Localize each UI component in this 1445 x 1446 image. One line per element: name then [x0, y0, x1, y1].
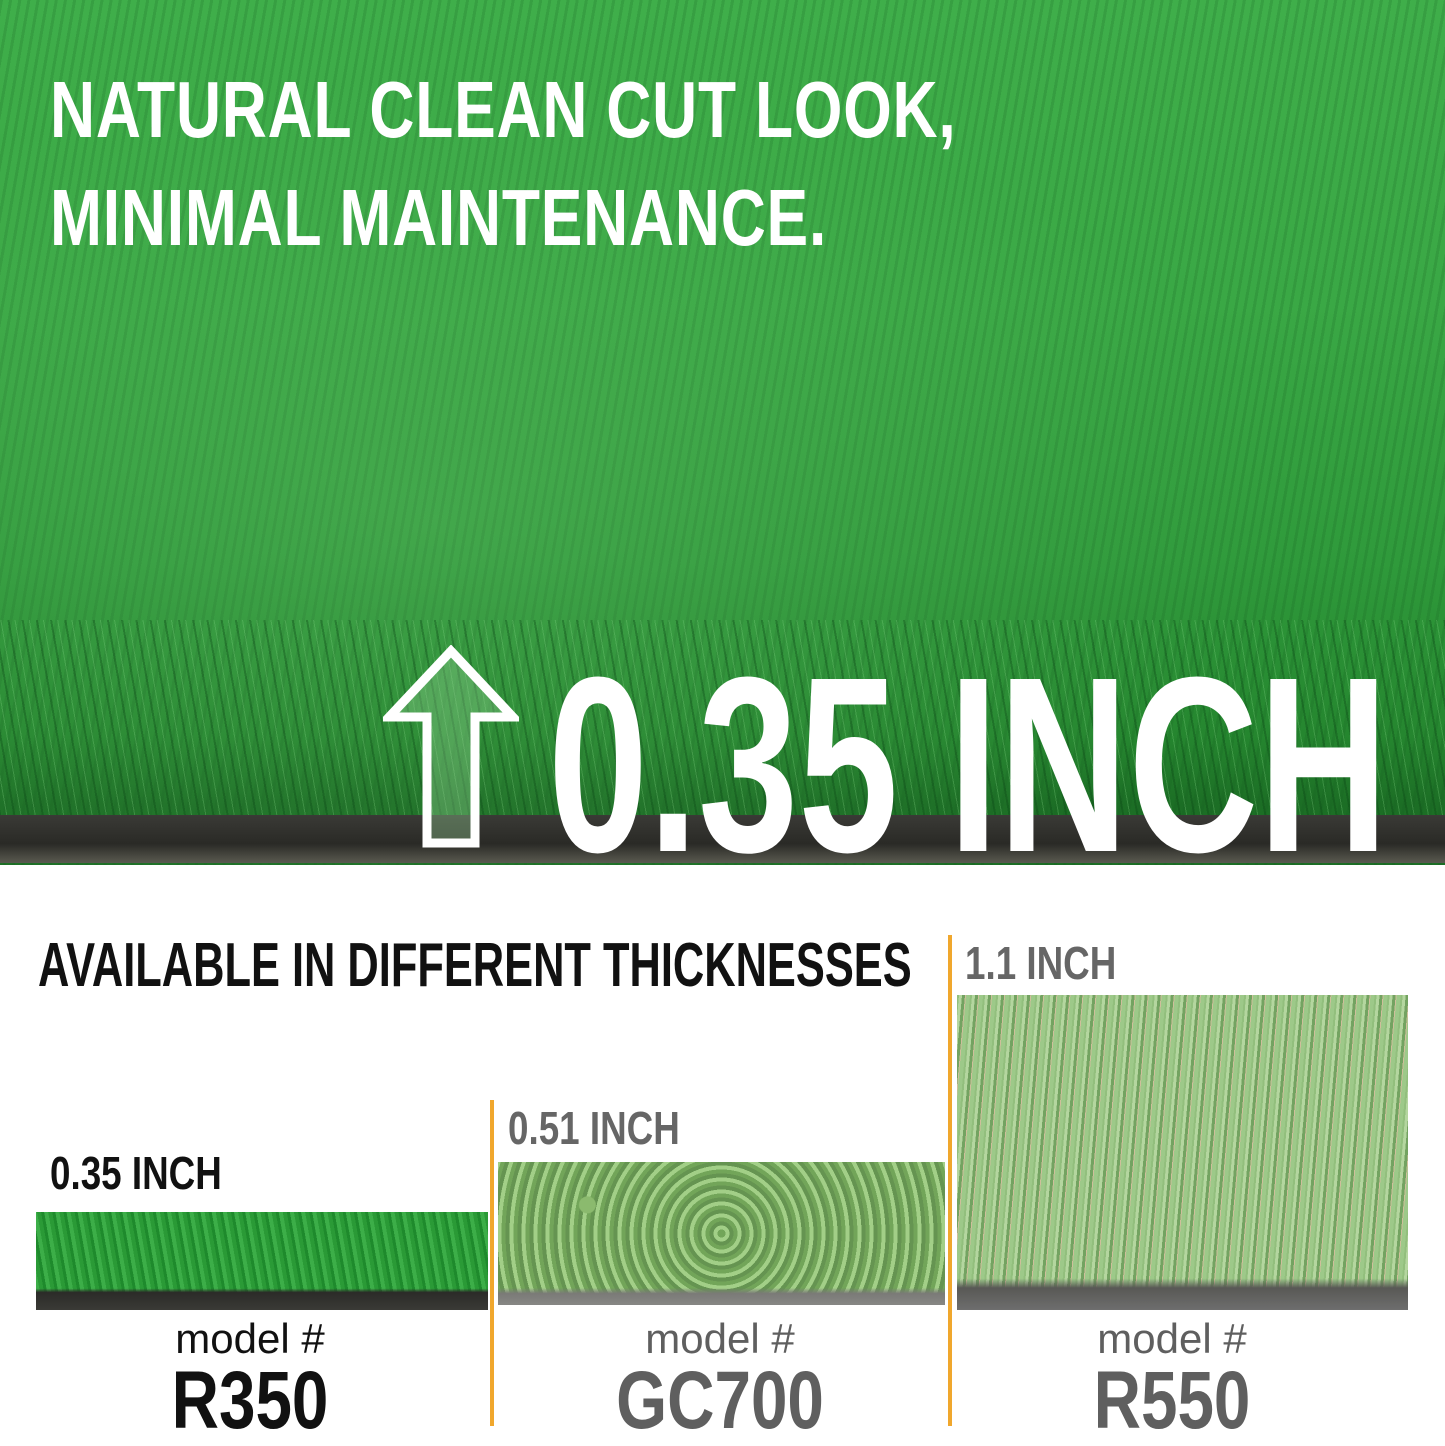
thickness-label-r350: 0.35 INCH	[50, 1147, 222, 1199]
thickness-label-gc700: 0.51 INCH	[508, 1102, 680, 1154]
hero-thickness: 0.35 INCH	[548, 625, 1389, 904]
model-label: model #	[175, 1315, 325, 1362]
model-label: model #	[645, 1315, 795, 1362]
headline-line-1: NATURAL CLEAN CUT LOOK,	[50, 65, 957, 154]
divider	[948, 935, 952, 1426]
headline-line-2: MINIMAL MAINTENANCE.	[50, 173, 828, 262]
model-r350: model # R350	[50, 1318, 450, 1442]
model-number: GC700	[616, 1355, 824, 1446]
swatch-r550	[957, 995, 1408, 1310]
turf-backing	[0, 815, 1445, 863]
grass-photo	[0, 0, 1445, 865]
model-number: R550	[1093, 1355, 1251, 1446]
arrow-up-outline-icon	[383, 645, 519, 848]
swatch-r350	[36, 1212, 488, 1310]
thickness-label-r550: 1.1 INCH	[965, 937, 1117, 989]
divider	[490, 1100, 494, 1426]
comparison-title: AVAILABLE IN DIFFERENT THICKNESSES	[38, 931, 912, 1000]
swatch-gc700	[498, 1162, 945, 1305]
model-r550: model # R550	[972, 1318, 1372, 1442]
grass-blades	[0, 620, 1445, 820]
model-label: model #	[1097, 1315, 1247, 1362]
model-number: R350	[171, 1355, 329, 1446]
model-gc700: model # GC700	[520, 1318, 920, 1442]
